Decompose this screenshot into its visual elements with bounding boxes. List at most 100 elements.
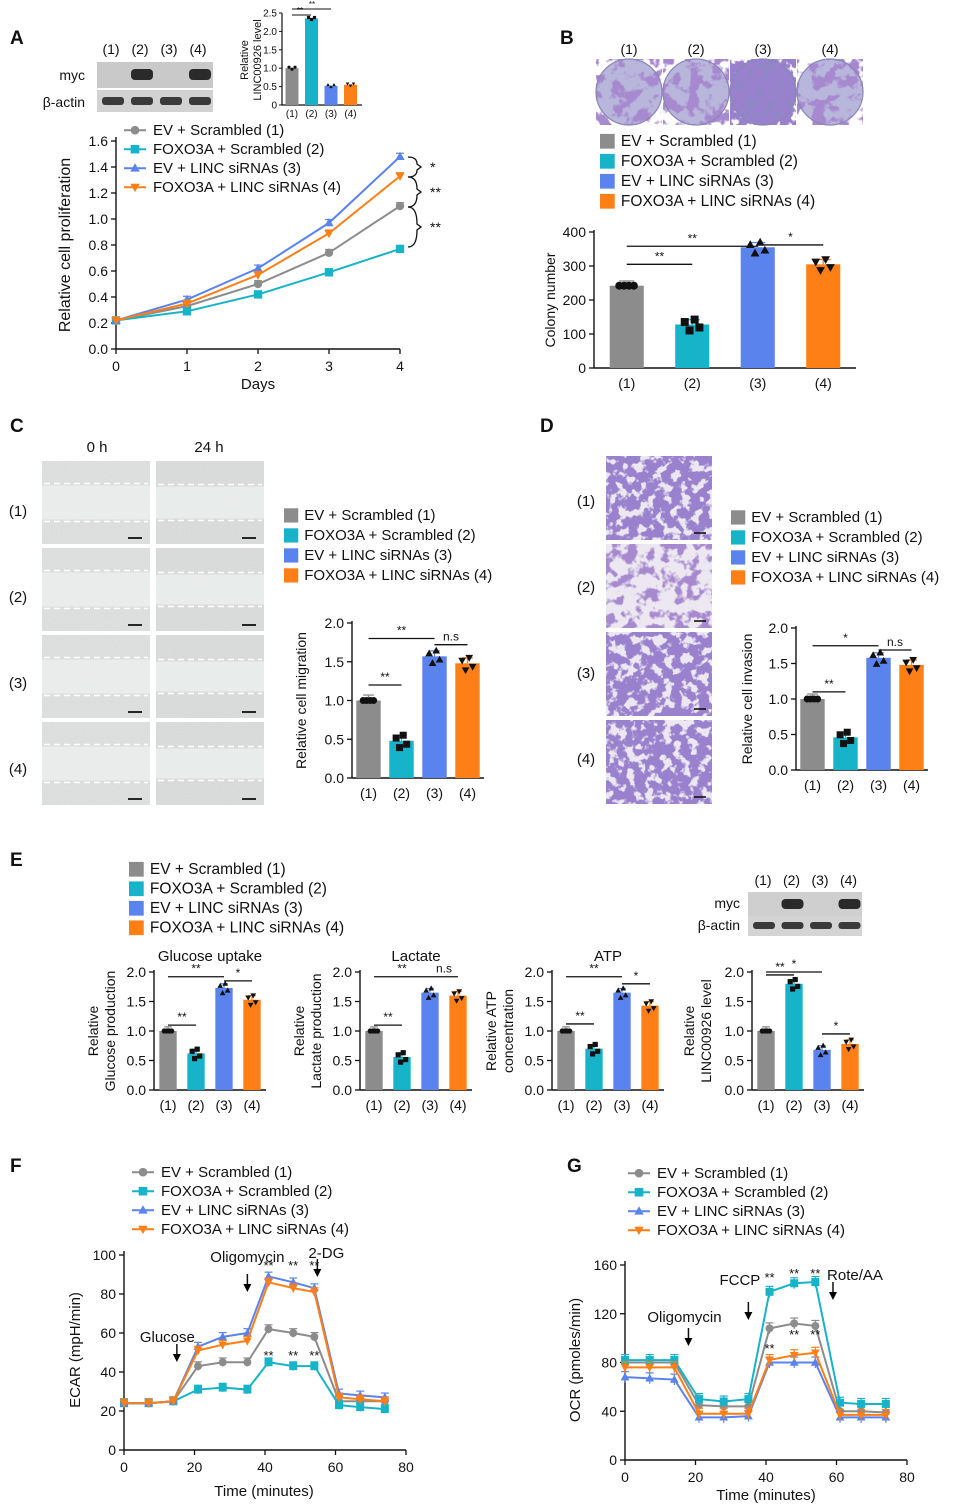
y-tick-label: 1.4 — [89, 159, 109, 175]
data-point — [822, 1049, 829, 1055]
y-tick-label: 0 — [609, 1452, 617, 1468]
significance-label: ** — [288, 1258, 298, 1273]
legend-c: EV + Scrambled (1) FOXO3A + Scrambled (2)… — [284, 507, 492, 584]
y-tick-label: 300 — [563, 258, 587, 274]
y-axis-label: OCR (pmoles/min) — [567, 1298, 584, 1422]
legend-label: EV + Scrambled (1) — [150, 861, 286, 878]
injection-label: 2-DG — [308, 1245, 344, 1262]
data-point — [324, 229, 334, 239]
data-point — [218, 1358, 227, 1367]
bar — [455, 663, 480, 778]
data-point — [219, 990, 226, 996]
legend-marker — [130, 144, 140, 154]
data-point — [290, 67, 294, 71]
significance-label: ** — [397, 962, 407, 976]
y-tick-label: 1.0 — [525, 1023, 545, 1039]
x-axis-label: Days — [241, 376, 275, 393]
data-point — [816, 267, 825, 275]
x-tick-label: (2) — [393, 785, 410, 801]
significance-label: ** — [810, 1327, 820, 1342]
significance-label: ** — [775, 960, 785, 974]
panel-letter-c: C — [10, 416, 24, 437]
y-tick-label: 0.0 — [89, 341, 109, 357]
injection-label: Rote/AA — [827, 1267, 883, 1284]
data-point — [309, 1288, 319, 1297]
data-point — [252, 1000, 259, 1006]
data-point — [645, 1008, 652, 1014]
arrowhead — [828, 1292, 837, 1300]
x-tick-label: (4) — [815, 375, 832, 391]
y-tick-label: 0.5 — [725, 1053, 745, 1069]
data-point — [425, 649, 433, 657]
data-point — [435, 655, 444, 663]
legend-swatch — [731, 550, 746, 565]
bar — [866, 657, 891, 770]
data-point — [621, 1356, 629, 1365]
legend-f: EV + Scrambled (1) FOXO3A + Scrambled (2)… — [132, 1164, 349, 1238]
bar — [613, 992, 631, 1090]
data-point — [243, 1385, 252, 1394]
data-point — [848, 1037, 855, 1043]
y-axis-label: Lactate production — [308, 973, 324, 1088]
x-tick-label: (4) — [641, 1097, 658, 1113]
band — [838, 922, 861, 929]
data-point — [451, 991, 458, 997]
invasion-texture — [606, 544, 712, 628]
y-tick-label: 1.0 — [325, 693, 345, 709]
data-point — [817, 1052, 824, 1058]
y-axis-label: Relative — [681, 1006, 697, 1057]
x-tick-label: 0 — [120, 1459, 128, 1475]
legend-swatch — [129, 861, 144, 877]
data-point — [680, 318, 689, 327]
y-tick-label: 60 — [100, 1325, 116, 1341]
data-point — [857, 1399, 866, 1408]
data-point — [119, 1400, 129, 1408]
band — [189, 97, 211, 105]
data-point — [432, 646, 441, 654]
data-point — [253, 271, 263, 280]
data-point — [250, 993, 257, 999]
legend-label: EV + Scrambled (1) — [161, 1164, 292, 1181]
bar — [757, 1031, 775, 1090]
y-tick-label: 0.0 — [525, 1082, 545, 1098]
y-tick-label: 0.6 — [89, 263, 109, 279]
y-tick-label: 1.0 — [127, 1023, 147, 1039]
data-point — [182, 300, 192, 309]
legend-swatch — [129, 920, 144, 936]
y-axis-label: LINC00926 level — [252, 19, 264, 100]
legend-swatch — [284, 508, 299, 523]
significance-label: ** — [824, 677, 834, 691]
significance-label: ** — [810, 1266, 820, 1281]
legend-marker — [130, 125, 140, 135]
data-point — [425, 994, 432, 1000]
y-tick-label: 40 — [601, 1403, 617, 1419]
data-point — [380, 1405, 389, 1414]
y-tick-label: 1.5 — [333, 994, 353, 1010]
x-tick-label: (1) — [757, 1097, 774, 1113]
significance-label: ** — [430, 184, 441, 200]
significance-brace — [407, 176, 423, 208]
bar — [305, 18, 318, 105]
legend-label: EV + LINC siRNAs (3) — [150, 900, 303, 917]
data-point — [622, 992, 629, 998]
data-point — [253, 279, 263, 289]
data-point — [743, 1410, 753, 1419]
legend-marker — [130, 163, 140, 172]
data-point — [620, 985, 627, 991]
x-tick-label: 60 — [829, 1469, 845, 1485]
data-point — [811, 1321, 820, 1330]
data-point — [218, 1332, 228, 1341]
y-axis-label: Relative — [291, 1006, 307, 1057]
lane-label: (3) — [811, 872, 828, 888]
x-axis-label: Time (minutes) — [716, 1487, 815, 1504]
significance-label: ** — [575, 1009, 585, 1023]
x-tick-label: (1) — [804, 777, 821, 793]
plate-label: (1) — [620, 41, 637, 57]
y-axis-label: Relative cell migration — [293, 632, 309, 769]
x-tick-label: (3) — [613, 1097, 630, 1113]
y-tick-label: 120 — [594, 1306, 618, 1322]
x-tick-label: (1) — [360, 785, 377, 801]
data-point — [395, 201, 405, 211]
time-label: 0 h — [87, 439, 108, 456]
arrowhead — [243, 1284, 252, 1292]
